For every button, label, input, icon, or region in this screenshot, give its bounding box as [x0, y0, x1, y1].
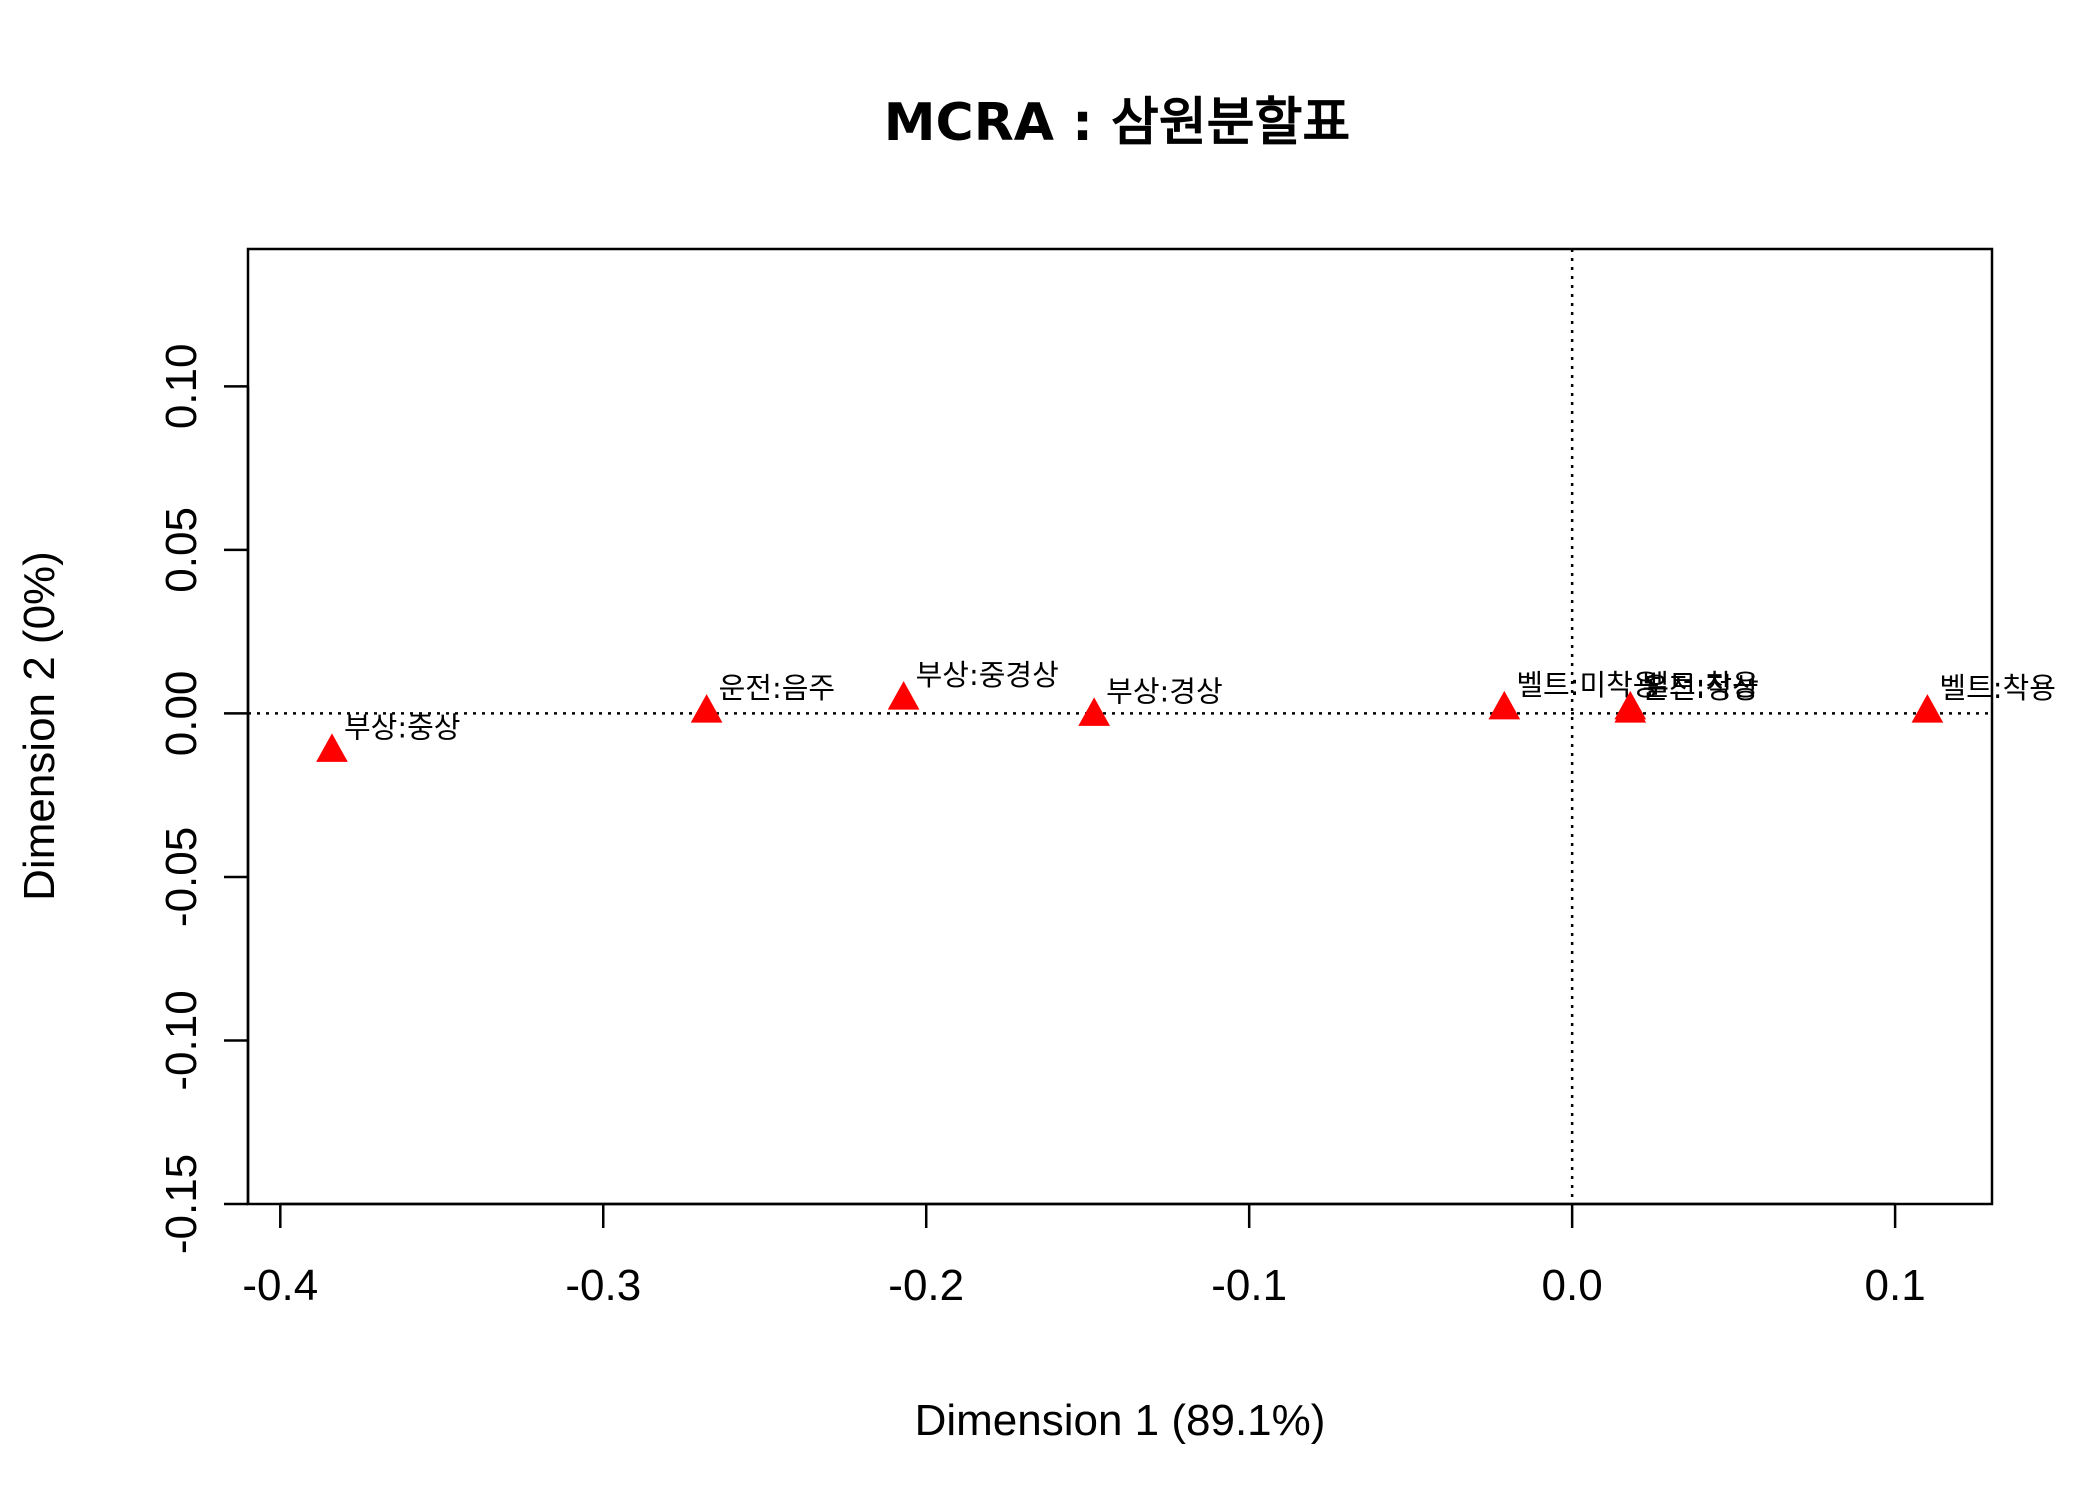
- y-tick-label: -0.15: [157, 1154, 206, 1254]
- y-axis: -0.15 -0.10 -0.05 0.00 0.05 0.10: [157, 344, 250, 1254]
- data-point-marker: [1911, 694, 1944, 723]
- data-point-label: 벨트:미착용: [1516, 668, 1659, 702]
- x-tick-label: 0.1: [1865, 1261, 1926, 1310]
- data-point-marker: [1488, 690, 1521, 720]
- data-point-label: 운전:음주: [719, 671, 836, 705]
- y-tick-label: 0.10: [157, 344, 206, 430]
- y-tick-label: 0.05: [157, 507, 206, 593]
- data-point-marker: [690, 694, 723, 723]
- x-axis-label: Dimension 1 (89.1%): [915, 1396, 1326, 1445]
- x-tick-label: -0.3: [565, 1261, 641, 1310]
- plot-frame: [246, 247, 1994, 1206]
- data-point-label: 부상:중상: [344, 710, 461, 744]
- data-point-label: 부상:경상: [1106, 674, 1223, 708]
- reference-lines: [248, 249, 1992, 1204]
- x-axis: -0.4 -0.3 -0.2 -0.1 0.0 0.1: [242, 1202, 1926, 1310]
- chart-title: MCRA : 삼원분할표: [884, 93, 1350, 153]
- y-tick-label: 0.00: [157, 671, 206, 757]
- data-point-label: 벨트:착용: [1939, 671, 2055, 705]
- data-point-marker: [1614, 690, 1647, 720]
- y-tick-label: -0.10: [157, 990, 206, 1090]
- x-tick-label: -0.4: [242, 1261, 318, 1310]
- data-point-label: 운전:정상: [1642, 671, 1759, 705]
- x-tick-label: 0.0: [1542, 1261, 1603, 1310]
- y-axis-label: Dimension 2 (0%): [15, 551, 64, 901]
- data-point-label: 부상:중경상: [916, 658, 1059, 692]
- data-point-marker: [887, 681, 920, 710]
- data-point-marker: [1078, 697, 1111, 726]
- x-tick-label: -0.2: [888, 1261, 964, 1310]
- x-tick-label: -0.1: [1211, 1261, 1287, 1310]
- data-point-label: 벨트:착용: [1642, 668, 1759, 702]
- y-tick-label: -0.05: [157, 827, 206, 927]
- data-point-marker: [316, 733, 348, 762]
